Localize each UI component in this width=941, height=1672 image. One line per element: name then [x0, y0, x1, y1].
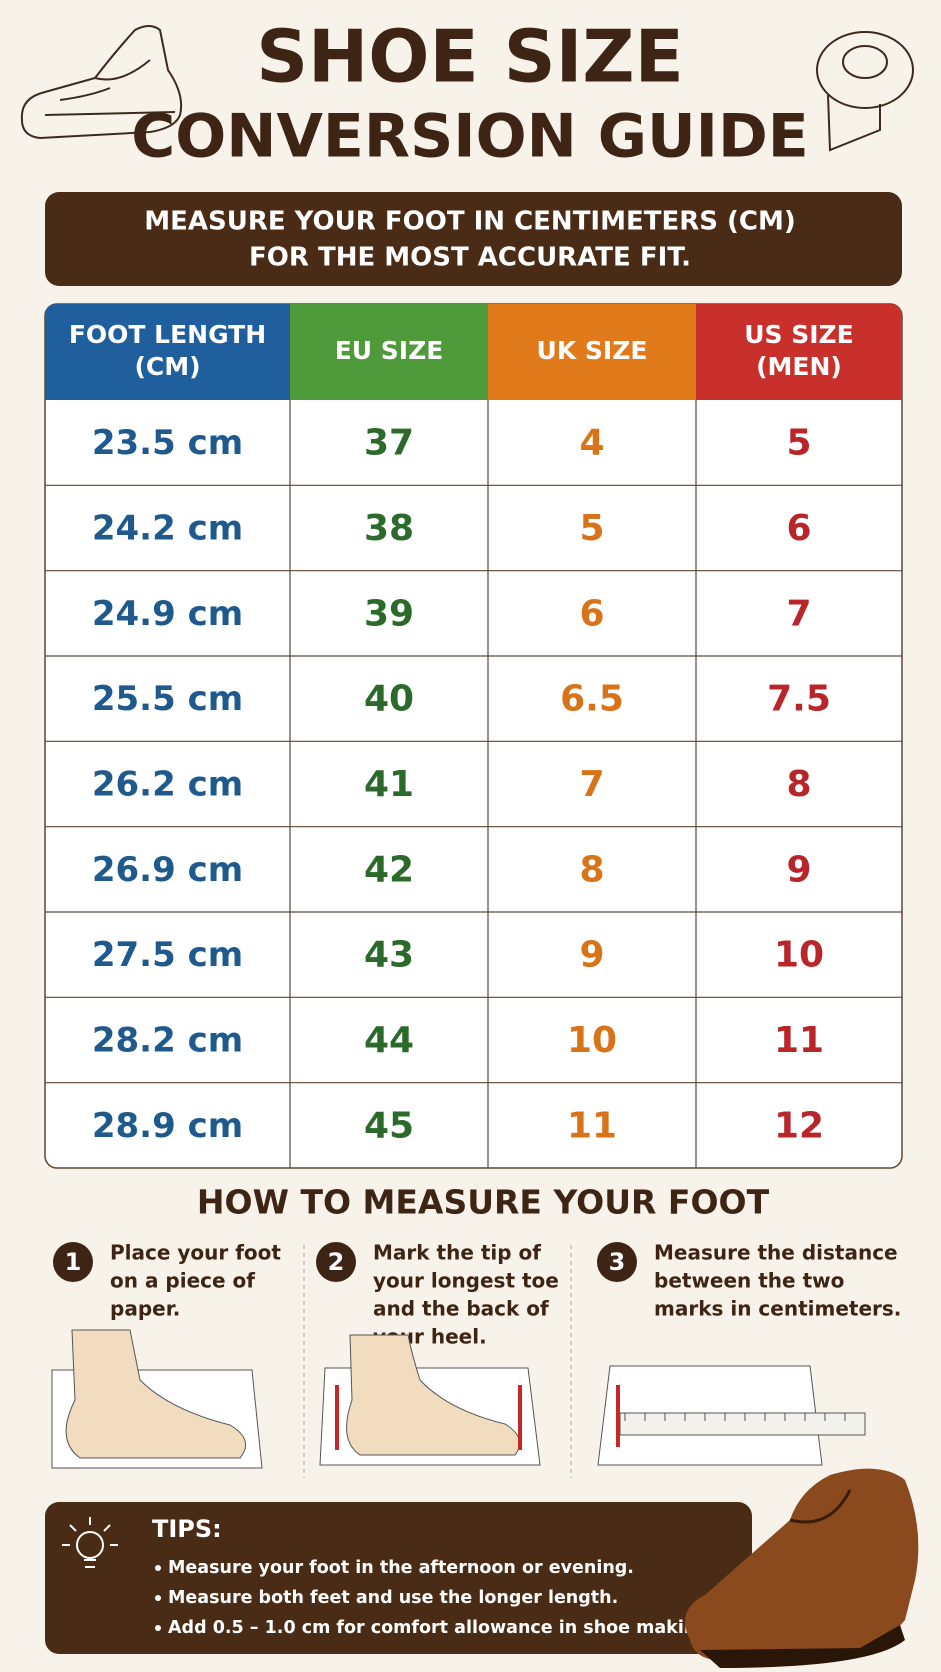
bullet — [155, 1625, 161, 1631]
header-cell — [45, 304, 290, 400]
table-cell: 11 — [774, 1020, 824, 1061]
step-badge — [53, 1242, 93, 1282]
foot-illustration-1 — [51, 1329, 263, 1469]
step-number: 2 — [328, 1248, 345, 1276]
table-cell: 40 — [364, 679, 414, 720]
title-line: CONVERSION GUIDE — [131, 102, 809, 172]
banner-line: FOR THE MOST ACCURATE FIT. — [249, 243, 691, 273]
step-text: on a piece of — [110, 1269, 255, 1293]
table-cell: 5 — [579, 508, 604, 549]
table-cell: 28.2 cm — [92, 1021, 243, 1061]
steps: 1 Place your foot on a piece of paper. 2 Mark… — [53, 1241, 901, 1349]
table-cell: 10 — [567, 1020, 617, 1061]
table-cell: 8 — [786, 764, 811, 805]
tips-title: TIPS: — [152, 1515, 222, 1543]
table-cell: 9 — [579, 935, 604, 976]
table-cell: 25.5 cm — [92, 679, 243, 719]
table-cell: 11 — [567, 1105, 617, 1146]
table-cell: 5 — [786, 423, 811, 464]
table-cell: 24.2 cm — [92, 509, 243, 549]
table-cell: 6.5 — [560, 679, 624, 720]
title-line: SHOE SIZE — [256, 15, 684, 99]
step-text: paper. — [110, 1297, 180, 1321]
table-cell: 38 — [364, 508, 414, 549]
header-cell — [488, 304, 696, 400]
bullet — [155, 1565, 161, 1571]
shoe-sketch — [20, 25, 183, 140]
table-cell: 41 — [364, 764, 414, 805]
step-text: Place your foot — [110, 1241, 281, 1265]
size-table: FOOT LENGTH (CM) EU SIZE UK SIZE US SIZE (MEN… — [45, 304, 902, 1168]
tips: TIPS: Measure your foot in the afternoon … — [152, 1515, 715, 1638]
tip-item: Measure your foot in the afternoon or ev… — [168, 1558, 634, 1578]
tape-sketch — [816, 31, 914, 152]
table-cell: 45 — [364, 1105, 414, 1146]
table-cell: 6 — [786, 508, 811, 549]
table-cell: 26.2 cm — [92, 765, 243, 805]
column-header: EU SIZE — [335, 336, 444, 365]
step-text: Measure the distance — [654, 1241, 898, 1265]
header-cell — [290, 304, 488, 400]
banner-line: MEASURE YOUR FOOT IN CENTIMETERS (CM) — [144, 207, 796, 237]
table-cell: 23.5 cm — [92, 423, 243, 463]
column-header: (CM) — [134, 352, 200, 381]
table-cell: 6 — [579, 593, 604, 634]
column-header: FOOT LENGTH — [69, 320, 266, 349]
table-cell: 8 — [579, 849, 604, 890]
step-text: Mark the tip of — [373, 1241, 541, 1265]
table-cell: 44 — [364, 1020, 414, 1061]
table-cell: 9 — [786, 849, 811, 890]
table-cell: 7 — [786, 593, 811, 634]
step-badge — [316, 1242, 356, 1282]
tips-box — [45, 1502, 752, 1654]
table-cell: 7 — [579, 764, 604, 805]
table-cell: 12 — [774, 1105, 824, 1146]
table-cell: 26.9 cm — [92, 850, 243, 890]
bulb-icon — [62, 1517, 118, 1568]
ruler-illustration — [597, 1365, 866, 1466]
step-text: marks in centimeters. — [654, 1297, 901, 1321]
step-badge — [597, 1242, 637, 1282]
table-cell: 42 — [364, 849, 414, 890]
step-text: and the back of — [373, 1297, 549, 1321]
table-cell: 10 — [774, 935, 824, 976]
section-title: HOW TO MEASURE YOUR FOOT — [197, 1183, 770, 1222]
table-cell: 43 — [364, 935, 414, 976]
column-header: UK SIZE — [537, 336, 648, 365]
banner — [45, 192, 902, 286]
header-cell — [696, 304, 902, 400]
tip-item: Measure both feet and use the longer len… — [168, 1588, 618, 1608]
step-number: 3 — [609, 1248, 626, 1276]
leather-shoe — [685, 1468, 919, 1668]
tip-item: Add 0.5 – 1.0 cm for comfort allowance i… — [168, 1618, 715, 1638]
column-header: US SIZE — [744, 320, 854, 349]
table-cell: 27.5 cm — [92, 935, 243, 975]
foot-illustration-2 — [319, 1334, 541, 1466]
table-cell: 24.9 cm — [92, 594, 243, 634]
step-text: between the two — [654, 1269, 844, 1293]
table-cell: 4 — [579, 423, 604, 464]
table-cell: 28.9 cm — [92, 1106, 243, 1146]
bullet — [155, 1595, 161, 1601]
table-cell: 37 — [364, 423, 414, 464]
step-text: your longest toe — [373, 1269, 559, 1293]
column-header: (MEN) — [756, 352, 842, 381]
table-cell: 39 — [364, 593, 414, 634]
table-cell: 7.5 — [767, 679, 831, 720]
step-number: 1 — [65, 1248, 82, 1276]
